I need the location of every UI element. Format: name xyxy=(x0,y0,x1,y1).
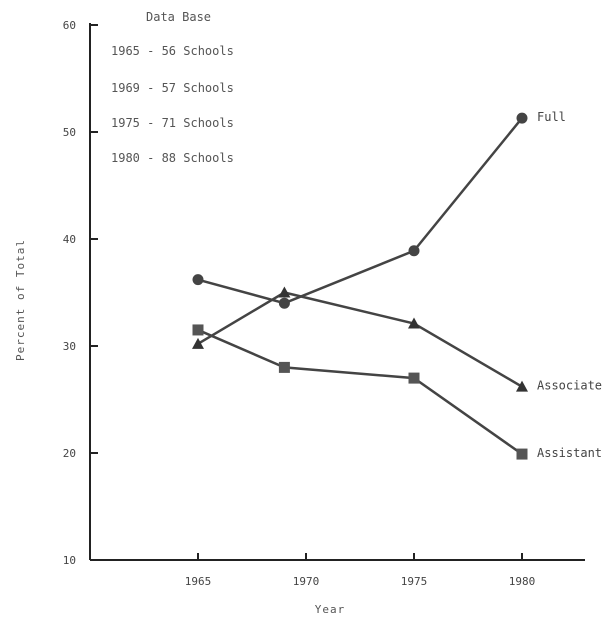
x-tick-label: 1970 xyxy=(293,575,320,588)
data-point-triangle xyxy=(192,337,204,349)
y-tick-label: 10 xyxy=(63,554,76,567)
data-point-square xyxy=(408,372,420,384)
series-label: Assistant xyxy=(537,446,602,460)
y-tick-label: 20 xyxy=(63,447,76,460)
y-tick-label: 50 xyxy=(63,126,76,139)
data-point-circle xyxy=(408,245,420,257)
data-point-square xyxy=(516,448,528,460)
data-base-entry: 1969 - 57 Schools xyxy=(111,81,234,95)
data-base-entry: 1975 - 71 Schools xyxy=(111,116,234,130)
data-base-entry: 1980 - 88 Schools xyxy=(111,151,234,165)
series-line xyxy=(197,328,523,456)
data-point-triangle xyxy=(516,380,528,392)
data-base-entry: 1965 - 56 Schools xyxy=(111,44,234,58)
data-point-circle xyxy=(192,274,204,286)
series-line xyxy=(197,291,523,388)
data-base-title: Data Base xyxy=(146,10,211,24)
y-tick-label: 60 xyxy=(63,19,76,32)
x-tick-label: 1965 xyxy=(185,575,212,588)
x-tick-label: 1980 xyxy=(509,575,536,588)
data-point-square xyxy=(192,324,204,336)
x-axis-title: Year xyxy=(315,603,346,616)
y-axis-title: Percent of Total xyxy=(14,239,27,361)
series-line xyxy=(197,117,523,305)
data-point-circle xyxy=(516,112,528,124)
series-label: Full xyxy=(537,110,566,124)
data-point-circle xyxy=(278,297,290,309)
series-label: Associate xyxy=(537,379,602,393)
x-tick-label: 1975 xyxy=(401,575,428,588)
data-point-triangle xyxy=(278,286,291,298)
data-point-square xyxy=(278,361,290,373)
y-tick-label: 30 xyxy=(63,340,76,353)
y-tick-label: 40 xyxy=(63,233,76,246)
data-point-triangle xyxy=(408,317,420,329)
